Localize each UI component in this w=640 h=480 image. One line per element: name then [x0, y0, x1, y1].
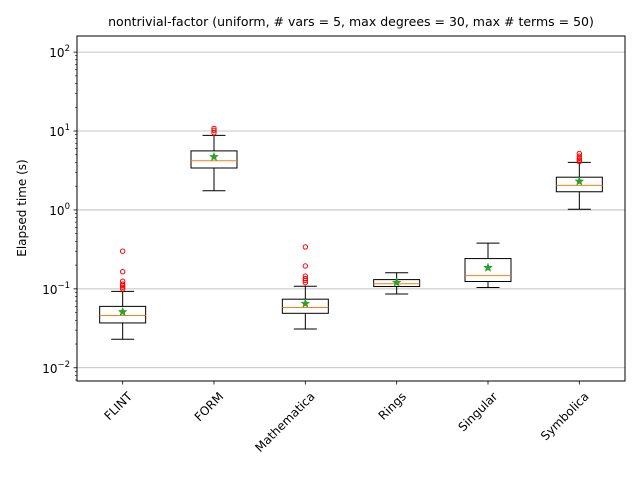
- box-form: [190, 125, 238, 192]
- y-tick-label-base: 10: [42, 362, 57, 376]
- outlier-point: [211, 127, 217, 134]
- outlier-point: [211, 125, 217, 132]
- y-tick-label-exponent: 0: [65, 202, 70, 212]
- mean-marker: [300, 298, 311, 308]
- y-tick-label: 100: [49, 202, 70, 218]
- y-tick-label-base: 10: [42, 283, 57, 297]
- box-mathematica: [281, 244, 329, 330]
- outlier-point: [576, 150, 583, 157]
- iqr-box: [190, 150, 238, 169]
- y-tick-label-exponent: −2: [57, 360, 70, 370]
- y-tick-label-base: 10: [49, 125, 64, 139]
- y-tick-label: 102: [49, 44, 70, 60]
- mean-marker: [209, 151, 219, 162]
- mean-marker: [117, 306, 128, 317]
- y-tick-label: 10−1: [42, 281, 70, 297]
- outlier-point: [119, 284, 126, 290]
- axes-frame: [76, 35, 626, 382]
- mean-marker: [391, 277, 402, 287]
- y-tick-label: 10−2: [42, 360, 70, 376]
- y-tick-label-exponent: 2: [65, 44, 70, 54]
- outlier-point: [576, 158, 583, 165]
- y-tick-label-base: 10: [49, 204, 64, 218]
- outlier-point: [119, 278, 126, 284]
- y-tick-label-base: 10: [49, 46, 64, 60]
- box-singular: [464, 242, 512, 289]
- box-flint: [99, 248, 147, 340]
- mean-marker: [574, 176, 585, 186]
- y-tick-label: 101: [49, 123, 70, 139]
- iqr-box: [99, 305, 147, 324]
- box-symbolica: [555, 150, 603, 210]
- outlier-point: [576, 155, 583, 162]
- outlier-point: [119, 281, 126, 287]
- outlier-point: [302, 273, 309, 279]
- y-tick-label-exponent: 1: [65, 123, 70, 133]
- y-axis-label: Elapsed time (s): [15, 159, 29, 257]
- outlier-point: [119, 269, 126, 275]
- iqr-box: [464, 258, 512, 282]
- outlier-point: [302, 244, 309, 250]
- outlier-point: [119, 248, 126, 254]
- outlier-point: [576, 153, 583, 159]
- outlier-point: [302, 275, 309, 282]
- mean-marker: [483, 262, 493, 272]
- plot-area: [99, 125, 603, 340]
- grid-lines: [77, 51, 625, 369]
- y-tick-label-exponent: −1: [57, 281, 70, 291]
- box-rings: [373, 272, 421, 295]
- chart-title: nontrivial-factor (uniform, # vars = 5, …: [108, 14, 594, 29]
- outlier-point: [302, 263, 309, 269]
